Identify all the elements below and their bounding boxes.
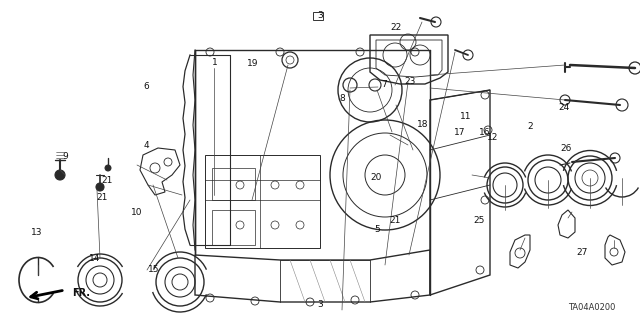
Circle shape — [55, 170, 65, 180]
Text: 11: 11 — [460, 112, 472, 121]
Text: 21: 21 — [390, 216, 401, 225]
Text: 24: 24 — [559, 103, 570, 112]
Text: 6: 6 — [143, 82, 148, 91]
Text: 3: 3 — [317, 11, 323, 19]
Text: 26: 26 — [561, 144, 572, 153]
Text: 15: 15 — [148, 265, 159, 274]
Text: 17: 17 — [454, 128, 465, 137]
Text: FR.: FR. — [72, 288, 90, 298]
Text: 18: 18 — [417, 120, 428, 129]
Text: 22: 22 — [390, 23, 401, 32]
Text: TA04A0200: TA04A0200 — [568, 303, 615, 313]
Text: 21: 21 — [102, 176, 113, 185]
Text: 23: 23 — [404, 77, 415, 86]
Text: 9: 9 — [63, 152, 68, 161]
Text: 16: 16 — [479, 128, 491, 137]
Text: 7: 7 — [381, 80, 387, 89]
Text: 10: 10 — [131, 208, 142, 217]
Text: 13: 13 — [31, 228, 43, 237]
Text: 14: 14 — [89, 254, 100, 263]
Circle shape — [105, 165, 111, 171]
Text: 25: 25 — [473, 216, 484, 225]
Text: 21: 21 — [97, 193, 108, 202]
Text: 27: 27 — [577, 248, 588, 256]
Text: 1: 1 — [212, 58, 217, 67]
Text: 4: 4 — [143, 141, 148, 150]
Text: 19: 19 — [247, 59, 259, 68]
Text: 5: 5 — [375, 225, 380, 234]
Text: 3: 3 — [317, 300, 323, 309]
Text: 20: 20 — [371, 173, 382, 182]
Text: 8: 8 — [340, 94, 345, 103]
Text: 2: 2 — [527, 122, 532, 130]
Text: 12: 12 — [487, 133, 499, 142]
Circle shape — [96, 183, 104, 191]
